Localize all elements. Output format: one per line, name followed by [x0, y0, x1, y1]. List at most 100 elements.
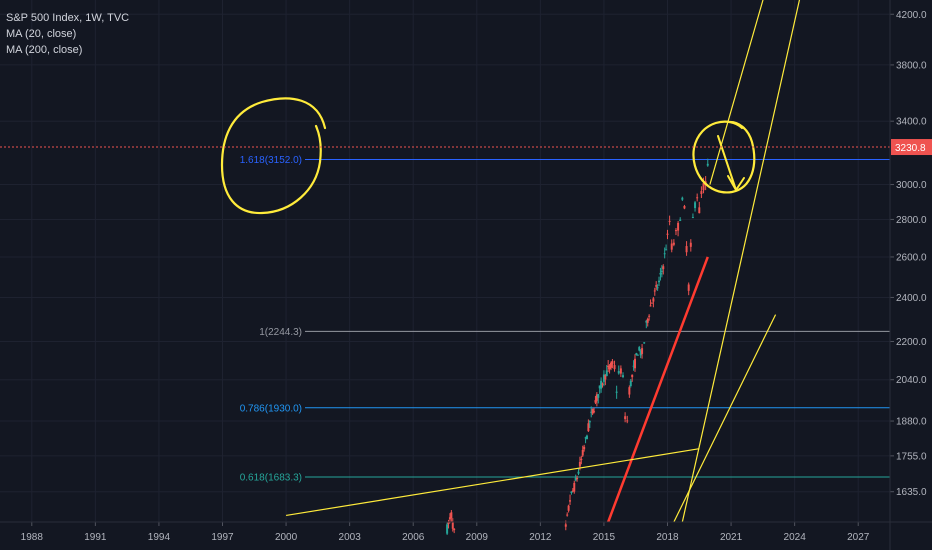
candle-body: [577, 471, 580, 474]
candle-body: [591, 408, 594, 414]
hand-drawn-arrow: [717, 135, 745, 191]
x-tick-label: 2000: [275, 532, 298, 543]
candle-body: [584, 437, 587, 439]
candle-body: [660, 270, 663, 272]
x-tick-label: 2027: [847, 532, 870, 543]
candle-body: [581, 449, 584, 456]
candle-body: [617, 371, 620, 374]
trendlines: [285, 0, 801, 523]
last-price-label: 3230.8: [895, 143, 926, 154]
y-tick-label: 3800.0: [896, 60, 927, 71]
candle-body: [662, 266, 665, 270]
candle-body: [574, 477, 577, 481]
candle-body: [652, 298, 655, 302]
x-tick-label: 2021: [720, 532, 743, 543]
candle-body: [698, 207, 701, 214]
y-tick-label: 2800.0: [896, 215, 927, 226]
x-axis[interactable]: 1988 1991 1994 1997 2000 2003 2006 2009 2012 2015…: [0, 521, 932, 543]
candle-body: [645, 320, 648, 323]
candle-body: [573, 482, 576, 492]
candle-body: [588, 421, 591, 423]
candle-body: [609, 362, 612, 368]
candle-body: [694, 202, 697, 209]
candle-body: [570, 491, 573, 494]
x-tick-label: 2018: [656, 532, 679, 543]
last-price-line: 3230.8: [0, 139, 932, 156]
candle-body: [631, 374, 634, 378]
yellow-trendline: [681, 0, 801, 523]
candle-body: [632, 365, 635, 367]
candle-body: [567, 505, 570, 511]
y-tick-label: 2040.0: [896, 375, 927, 386]
candle-body: [685, 246, 688, 253]
fib-label: 0.786(1930.0): [240, 403, 302, 414]
candle-body: [679, 219, 682, 221]
x-tick-label: 2015: [593, 532, 616, 543]
candle-body: [607, 366, 610, 368]
y-tick-label: 2200.0: [896, 337, 927, 348]
candle-body: [583, 446, 586, 450]
candle-body: [670, 243, 673, 250]
candle-body: [624, 416, 627, 420]
candle-body: [649, 305, 652, 307]
candle-body: [655, 285, 658, 287]
candle-body: [687, 284, 690, 291]
y-tick-label: 2400.0: [896, 293, 927, 304]
fib-levels: 1.618(3152.0) 1(2244.3) 0.786(1930.0) 0.618…: [240, 155, 890, 483]
x-tick-label: 1997: [211, 532, 234, 543]
candle-body: [634, 358, 637, 369]
y-tick-label: 3400.0: [896, 117, 927, 128]
last-price-badge: [891, 139, 932, 156]
yellow-trendline: [673, 314, 777, 523]
candle-body: [594, 400, 597, 403]
hand-drawn-circle-left: [220, 97, 327, 215]
x-tick-label: 1994: [148, 532, 171, 543]
yellow-trendline: [709, 0, 764, 185]
candle-body: [658, 280, 661, 283]
legend-ma200[interactable]: MA (200, close): [6, 44, 83, 56]
fib-label: 1.618(3152.0): [240, 155, 302, 166]
candle-body: [576, 477, 579, 480]
candle-body: [668, 220, 671, 222]
candle-body: [650, 302, 653, 304]
y-axis[interactable]: 1635.0 1755.0 1880.0 2040.0 2200.0 2400.0 2600…: [889, 0, 927, 550]
candle-body: [451, 522, 454, 529]
candle-body: [672, 242, 675, 245]
candle-body: [580, 458, 583, 461]
legend-ma20[interactable]: MA (20, close): [6, 28, 77, 40]
candle-body: [450, 512, 453, 519]
candle-body: [578, 461, 581, 467]
grid: [0, 0, 890, 522]
chart-legend: S&P 500 Index, 1W, TVC MA (20, close) MA…: [6, 10, 129, 58]
candle-body: [453, 528, 456, 530]
candle-body: [681, 197, 684, 200]
candle-body: [597, 394, 600, 398]
candle-body: [700, 191, 703, 194]
candle-body: [564, 524, 567, 527]
candle-body: [648, 315, 651, 317]
x-tick-label: 2012: [529, 532, 552, 543]
x-tick-label: 2003: [339, 532, 362, 543]
candle-body: [611, 361, 614, 365]
candle-body: [683, 205, 686, 209]
candle-body: [447, 521, 450, 524]
candle-body: [446, 524, 449, 534]
candle-body: [587, 423, 590, 432]
candle-body: [689, 242, 692, 247]
hand-drawn-circle-right: [692, 120, 756, 194]
candle-body: [571, 490, 574, 492]
candle-body: [691, 217, 694, 219]
legend-title[interactable]: S&P 500 Index, 1W, TVC: [6, 12, 130, 24]
fib-label: 1(2244.3): [259, 327, 302, 338]
candle-body: [643, 342, 646, 344]
candle-body: [590, 411, 593, 413]
candle-body: [602, 374, 605, 382]
candle-body: [659, 272, 662, 275]
candle-body: [600, 380, 603, 389]
candle-body: [696, 197, 699, 199]
candle-body: [598, 385, 601, 389]
candle-body: [665, 249, 668, 251]
x-tick-label: 2009: [466, 532, 489, 543]
